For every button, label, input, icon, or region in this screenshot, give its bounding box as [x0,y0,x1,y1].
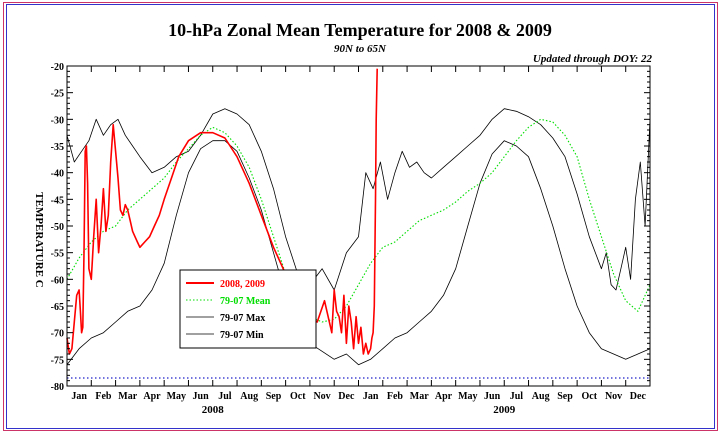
month-label: Nov [313,391,330,402]
y-tick-label: -70 [51,329,64,340]
month-label: Aug [532,391,550,402]
month-label: Apr [143,391,161,402]
month-label: Jan [363,391,379,402]
month-label: Jun [193,391,210,402]
month-label: Apr [435,391,453,402]
month-label: Jun [484,391,501,402]
y-tick-label: -80 [51,382,64,393]
month-label: Jul [218,391,232,402]
month-label: Oct [290,391,306,402]
month-label: Dec [630,391,647,402]
y-tick-label: -65 [51,302,64,313]
y-tick-label: -20 [51,62,64,73]
y-tick-label: -35 [51,142,64,153]
month-label: Feb [387,391,404,402]
y-tick-label: -50 [51,222,64,233]
series-line-3 [66,140,651,366]
month-label: May [167,391,186,402]
month-label: Mar [118,391,137,402]
y-tick-label: -25 [51,89,64,100]
month-label: Mar [410,391,429,402]
year-label: 2008 [202,404,225,416]
chart-subtitle: 90N to 65N [334,43,387,55]
month-label: Sep [266,391,282,402]
legend-label: 79-07 Mean [220,296,271,307]
year-label: 2009 [493,404,516,416]
plot-area [66,68,651,379]
update-note: Updated through DOY: 22 [533,53,653,65]
outer-border-blue [6,4,715,429]
legend: 2008, 2009 79-07 Mean 79-07 Max 79-07 Min [179,269,317,349]
y-tick-label: -45 [51,195,64,206]
month-label: Jul [510,391,524,402]
y-tick-label: -55 [51,249,64,260]
outer-border-red [3,2,718,431]
legend-label: 2008, 2009 [220,279,265,290]
chart-title: 10-hPa Zonal Mean Temperature for 2008 &… [168,20,552,40]
series-line-2 [66,108,651,291]
series-line-1 [66,118,651,323]
month-label: Nov [605,391,622,402]
month-label: Jan [71,391,87,402]
legend-label: 79-07 Min [220,330,264,341]
y-tick-label: -75 [51,355,64,366]
month-label: Sep [557,391,573,402]
month-label: Dec [338,391,355,402]
month-label: Feb [95,391,112,402]
month-label: Aug [240,391,258,402]
y-tick-label: -30 [51,115,64,126]
legend-label: 79-07 Max [220,313,265,324]
y-axis-label: TEMPERATURE C [33,192,45,287]
axes: -20 -25 -30 -35 -40 -45 -50 -55 -60 -65 -70 -75 -80 J… [51,62,651,416]
month-label: May [458,391,477,402]
y-tick-label: -60 [51,275,64,286]
y-tick-label: -40 [51,169,64,180]
month-label: Oct [581,391,597,402]
series-line-0 [66,68,378,355]
